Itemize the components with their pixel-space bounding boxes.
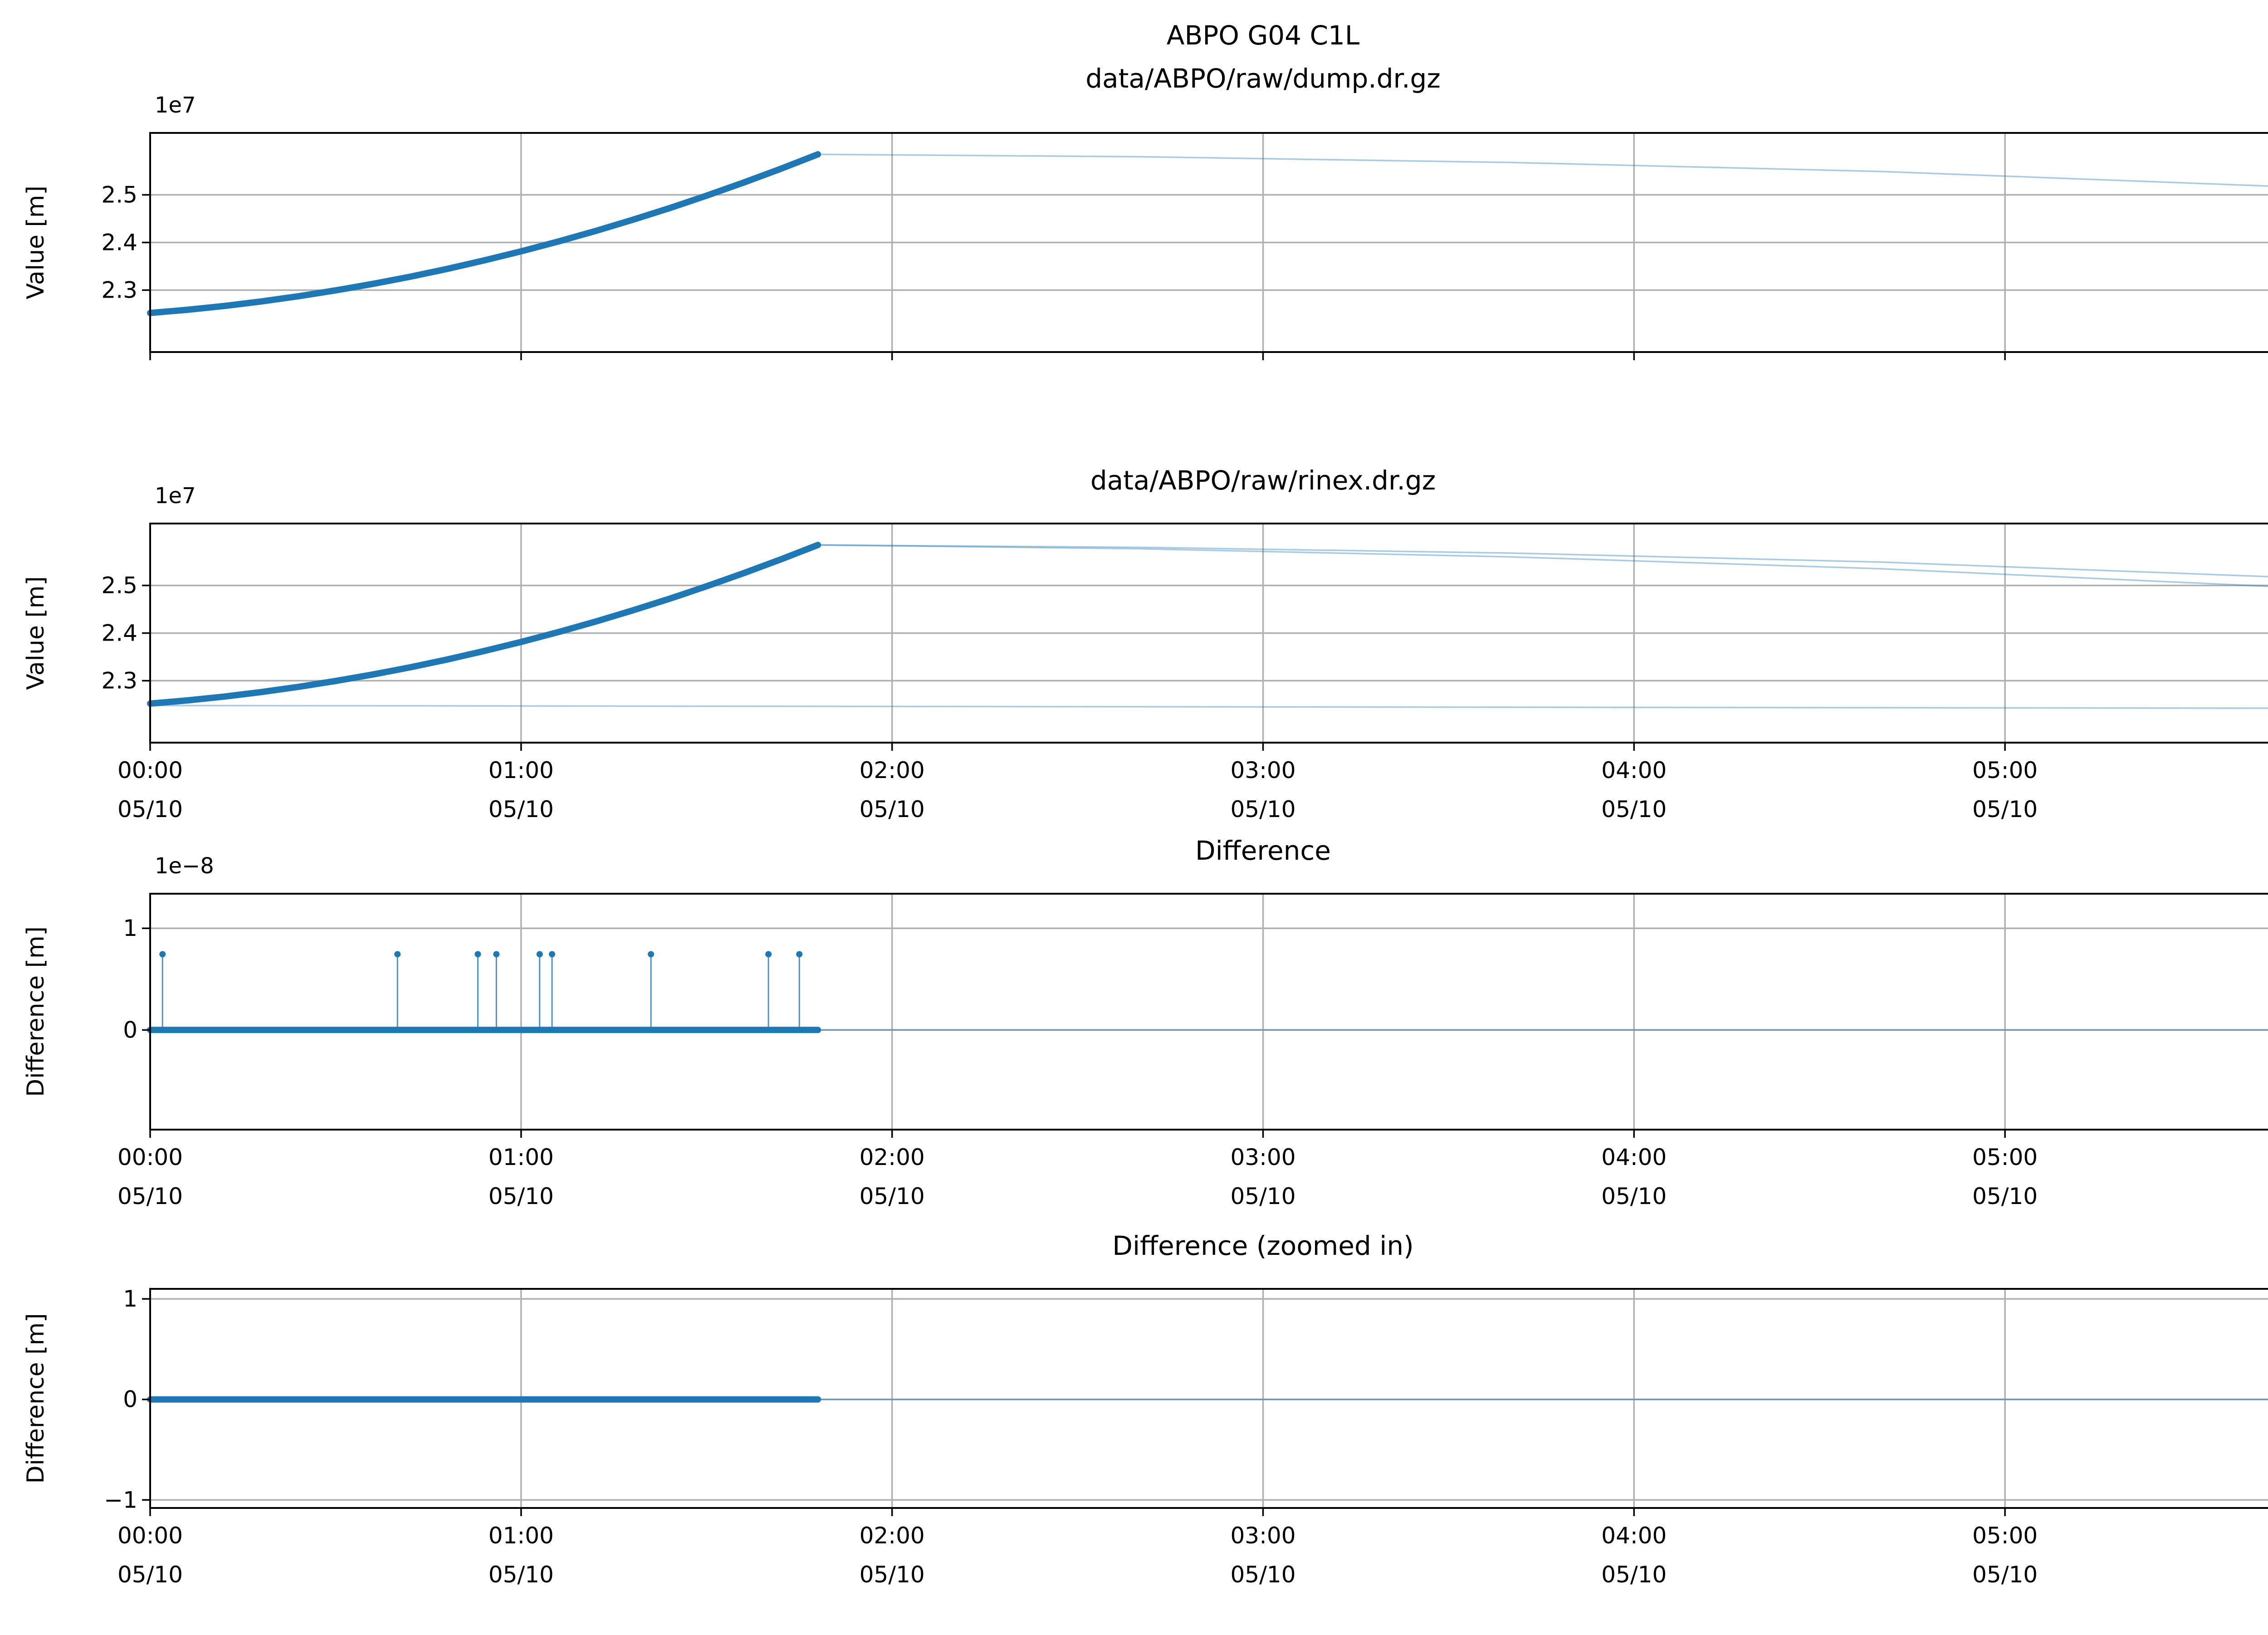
axis-offset-text: 1e7 [155, 483, 196, 509]
gridlines-difference [149, 894, 2268, 1130]
x-tick-label-time: 05:00 [1972, 1522, 2038, 1549]
axis-offset-text: 1e7 [155, 93, 196, 118]
x-axis-difference-zoom: 00:00 05/10 01:00 05/10 02:00 05/10 03:00 05/10… [117, 1508, 2038, 1588]
x-axis-rinex: 00:00 05/10 01:00 05/10 02:00 05/10 03:00 05/10… [117, 743, 2038, 822]
x-tick-label-time: 04:00 [1601, 1522, 1667, 1549]
x-tick-label-date: 05/10 [860, 1183, 925, 1209]
x-tick-label-time: 02:00 [860, 757, 925, 783]
x-tick-label-time: 04:00 [1601, 757, 1667, 783]
plot-title-line1: ABPO G04 C1L [1167, 20, 1359, 51]
spike-marker [493, 951, 500, 958]
x-tick-label-time: 04:00 [1601, 1144, 1667, 1170]
x-tick-label-time: 01:00 [489, 757, 554, 783]
x-tick-label-time: 00:00 [117, 757, 183, 783]
axis-offset-text: 1e−8 [155, 853, 214, 879]
plot-title-line2: data/ABPO/raw/dump.dr.gz [1085, 63, 1441, 94]
difference-spikes [159, 951, 803, 1030]
spike-marker [796, 951, 803, 958]
gridlines-dump [149, 133, 2268, 352]
x-tick-label-date: 05/10 [117, 796, 183, 822]
x-tick-label-time: 02:00 [860, 1144, 925, 1170]
series-dump-observed-range [147, 151, 821, 316]
spike-marker [648, 951, 655, 958]
x-tick-label-date: 05/10 [489, 796, 554, 822]
axes-frame [149, 893, 2268, 1131]
y-tick-label: 2.4 [101, 230, 137, 256]
x-tick-label-date: 05/10 [1972, 1183, 2038, 1209]
y-axis-label: Value [m] [22, 186, 49, 299]
spike-marker [765, 951, 772, 958]
x-tick-label-time: 01:00 [489, 1522, 554, 1549]
plot-title: data/ABPO/raw/rinex.dr.gz [1090, 465, 1436, 496]
x-axis-dump [149, 352, 2006, 360]
x-tick-label-time: 05:00 [1972, 757, 2038, 783]
y-axis-dump: 2.3 2.4 2.5 [101, 182, 150, 304]
plot-rinex: 00:00 05/10 01:00 05/10 02:00 05/10 03:00 05/10… [22, 465, 2268, 822]
gridlines-rinex [149, 524, 2268, 743]
x-tick-label-date: 05/10 [117, 1183, 183, 1209]
y-tick-label: 2.3 [101, 668, 137, 694]
y-tick-label: 2.5 [101, 182, 137, 208]
spike-marker [394, 951, 401, 958]
x-tick-label-date: 05/10 [489, 1183, 554, 1209]
y-tick-label: 2.5 [101, 573, 137, 599]
plot-difference-zoom: 00:00 05/10 01:00 05/10 02:00 05/10 03:00 05/10… [22, 1230, 2268, 1588]
x-tick-label-date: 05/10 [1972, 796, 2038, 822]
y-axis-rinex: 2.3 2.4 2.5 [101, 573, 150, 694]
plot-dump: 2.3 2.4 2.5 1e7 Value [m] ABPO G04 C1L data/AB… [22, 20, 2268, 360]
x-tick-label-date: 05/10 [1972, 1562, 2038, 1588]
x-tick-label-date: 05/10 [1601, 1183, 1667, 1209]
x-tick-label-time: 03:00 [1230, 1144, 1295, 1170]
y-tick-label: 0 [123, 1017, 137, 1043]
x-tick-label-time: 03:00 [1230, 1522, 1295, 1549]
series-rinex-low-arc [149, 705, 2268, 709]
y-axis-difference-zoom: −1 0 1 [104, 1286, 150, 1513]
series-rinex-observed-range [147, 542, 821, 707]
y-axis-label: Value [m] [22, 576, 49, 690]
y-axis-label: Difference [m] [22, 1313, 49, 1484]
x-axis-difference: 00:00 05/10 01:00 05/10 02:00 05/10 03:00 05/10… [117, 1130, 2038, 1209]
y-axis-difference: 01 [123, 915, 150, 1043]
spike-marker [536, 951, 543, 958]
x-tick-label-time: 03:00 [1230, 757, 1295, 783]
series-dump-predicted-continuation [817, 153, 2268, 187]
x-tick-label-date: 05/10 [1230, 796, 1295, 822]
series-rinex-continuation-lower [817, 544, 2268, 587]
x-tick-label-date: 05/10 [860, 1562, 925, 1588]
plot-title: Difference [1195, 835, 1331, 866]
series-rinex-continuation-upper [817, 544, 2268, 578]
y-tick-label: −1 [104, 1487, 137, 1513]
spike-marker [548, 951, 555, 958]
plot-difference: 00:00 05/10 01:00 05/10 02:00 05/10 03:00 05/10… [22, 835, 2268, 1209]
x-tick-label-time: 01:00 [489, 1144, 554, 1170]
y-axis-label: Difference [m] [22, 926, 49, 1097]
y-tick-label: 0 [123, 1386, 137, 1413]
x-tick-label-time: 00:00 [117, 1522, 183, 1549]
x-tick-label-date: 05/10 [1601, 796, 1667, 822]
x-tick-label-date: 05/10 [1601, 1562, 1667, 1588]
spike-marker [159, 951, 166, 958]
plot-title: Difference (zoomed in) [1112, 1230, 1413, 1261]
x-tick-label-date: 05/10 [860, 796, 925, 822]
spike-marker [474, 951, 481, 958]
y-tick-label: 1 [123, 915, 137, 941]
x-tick-label-date: 05/10 [1230, 1562, 1295, 1588]
x-tick-label-time: 00:00 [117, 1144, 183, 1170]
y-tick-label: 1 [123, 1286, 137, 1312]
y-tick-label: 2.3 [101, 277, 137, 304]
x-tick-label-date: 05/10 [117, 1562, 183, 1588]
x-tick-label-time: 02:00 [860, 1522, 925, 1549]
x-tick-label-time: 05:00 [1972, 1144, 2038, 1170]
x-tick-label-date: 05/10 [1230, 1183, 1295, 1209]
x-tick-label-date: 05/10 [489, 1562, 554, 1588]
y-tick-label: 2.4 [101, 620, 137, 646]
